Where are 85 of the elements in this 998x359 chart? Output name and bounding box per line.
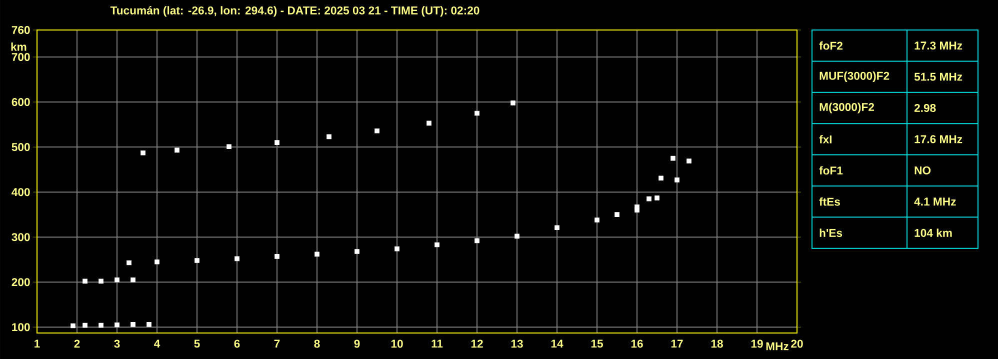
point	[130, 322, 136, 327]
point	[674, 178, 680, 182]
chart-title: Tucumán (lat: -26.9, lon: 294.6) - DATE: 2025 03 21 - TIME (UT): 02:20	[110, 6, 480, 17]
x-tick-label: 5	[194, 340, 200, 348]
point	[82, 278, 88, 284]
point	[70, 323, 76, 328]
point	[274, 254, 280, 259]
point	[474, 110, 480, 116]
point	[140, 150, 146, 156]
x-tick-label: 3	[114, 340, 120, 348]
text: 2.98	[914, 104, 936, 112]
point	[354, 249, 360, 254]
point	[434, 242, 440, 248]
x-tick-label: 20	[791, 340, 803, 348]
point	[594, 218, 600, 222]
point	[274, 140, 280, 145]
x-tick-label: 7	[274, 340, 280, 348]
y-tick-label: 760	[12, 26, 30, 34]
text: 17.3 MHz	[914, 42, 962, 50]
y-tick-label: 600	[12, 98, 30, 106]
y-axis-title: km	[11, 42, 26, 51]
text: 104 km	[914, 228, 952, 237]
text: M(3000)F2	[820, 102, 874, 114]
point	[82, 322, 88, 328]
point	[174, 148, 180, 153]
x-tick-label: 12	[471, 340, 483, 348]
point	[194, 258, 200, 263]
point	[130, 277, 136, 282]
text: MUF(3000)F2	[820, 72, 890, 82]
y-tick-label: 500	[12, 143, 30, 152]
point	[114, 277, 120, 282]
x-tick-label: 8	[314, 340, 320, 348]
point	[234, 256, 240, 262]
text: ftEs	[819, 197, 840, 206]
point	[686, 158, 692, 164]
point	[658, 176, 664, 181]
point	[394, 246, 400, 252]
point	[474, 238, 480, 244]
x-tick-label: 15	[591, 340, 603, 348]
point	[514, 234, 520, 239]
x-tick-label: 9	[354, 340, 360, 348]
x-tick-label: 18	[711, 340, 723, 348]
point	[646, 196, 652, 202]
y-tick-label: 100	[12, 323, 30, 332]
x-tick-label: 6	[234, 340, 240, 348]
point	[374, 128, 380, 134]
point	[670, 156, 676, 161]
point	[154, 259, 160, 264]
y-tick-label: 400	[12, 188, 30, 196]
point	[226, 144, 232, 150]
x-tick-label: 14	[551, 340, 564, 348]
text: h'Es	[820, 228, 842, 237]
point	[126, 260, 132, 266]
x-tick-label: 19	[751, 340, 763, 348]
point	[314, 252, 320, 257]
y-tick-label: 700	[12, 53, 30, 62]
point	[98, 322, 104, 328]
text: foF2	[819, 41, 843, 50]
text: fxI	[819, 135, 832, 144]
point	[614, 212, 620, 217]
x-tick-label: 16	[631, 340, 643, 348]
x-tick-label: 10	[391, 340, 403, 348]
point	[114, 322, 120, 328]
y-tick-label: 300	[12, 233, 30, 242]
x-tick-label: 1	[34, 340, 40, 348]
point	[654, 196, 660, 200]
text: NO	[914, 166, 931, 174]
point	[634, 208, 640, 212]
y-tick-label: 200	[12, 278, 30, 286]
text: 51.5 MHz	[914, 72, 962, 81]
x-tick-label: 2	[74, 340, 80, 348]
point	[98, 278, 104, 284]
point	[146, 322, 152, 327]
point	[426, 120, 432, 126]
x-tick-label: 4	[154, 340, 160, 348]
point	[510, 100, 516, 106]
text: 4.1 MHz	[914, 198, 956, 206]
x-axis-title: MHz	[766, 342, 788, 350]
point	[554, 225, 560, 230]
x-tick-label: 13	[511, 340, 523, 348]
text: foF1	[819, 166, 843, 175]
text: 17.6 MHz	[914, 135, 962, 144]
x-tick-label: 11	[432, 340, 443, 348]
x-tick-label: 17	[671, 340, 683, 348]
point	[326, 134, 332, 140]
